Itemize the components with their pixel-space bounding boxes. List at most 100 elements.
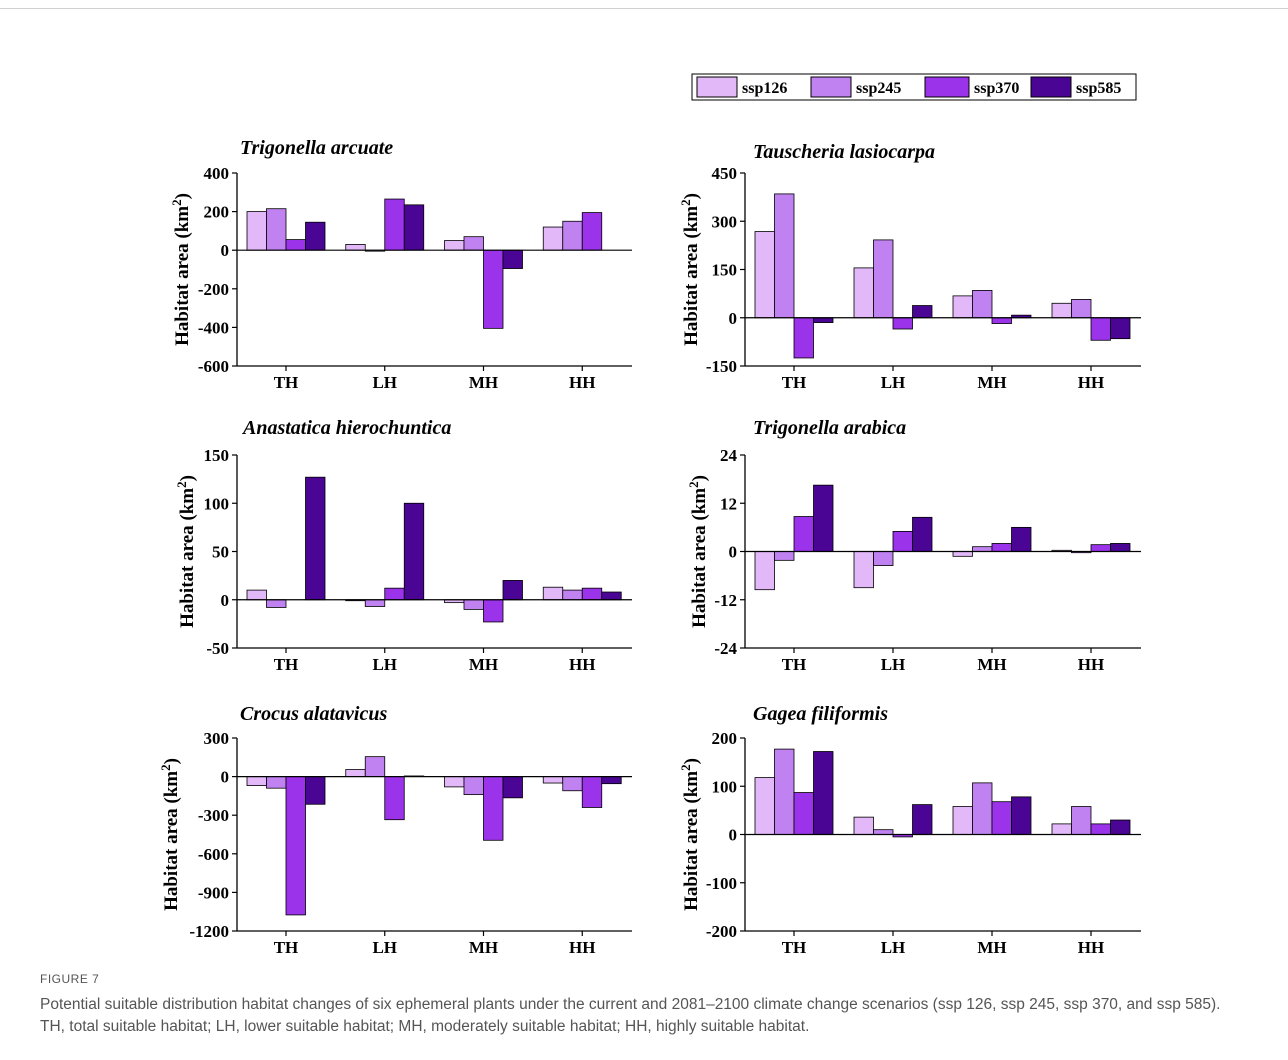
bar-HH-ssp245	[1071, 299, 1092, 319]
bar-TH-ssp245	[266, 776, 287, 789]
y-tick-label: 100	[712, 777, 738, 796]
bar-LH-ssp585	[403, 502, 425, 601]
bar-HH-ssp370	[1090, 544, 1111, 552]
x-tick-label-TH: TH	[274, 373, 299, 392]
x-tick-label-LH: LH	[881, 655, 906, 674]
panel-title: Gagea filiformis	[753, 703, 888, 725]
bar-LH-ssp126	[853, 551, 874, 589]
bar-TH-ssp245	[774, 193, 795, 319]
y-tick-label: -200	[706, 922, 737, 941]
bar-TH-ssp126	[754, 551, 775, 591]
bar-HH-ssp126	[1051, 823, 1072, 835]
bar-LH-ssp370	[892, 530, 913, 552]
y-tick-label: 24	[720, 446, 738, 465]
x-tick-label-HH: HH	[569, 373, 595, 392]
bar-MH-ssp370	[991, 317, 1012, 324]
bar-LH-ssp245	[873, 551, 894, 566]
bar-HH-ssp585	[601, 591, 622, 601]
y-axis-label-close: )	[689, 475, 710, 481]
legend-swatch-ssp126	[696, 76, 738, 98]
x-tick-label-MH: MH	[469, 373, 498, 392]
y-tick-label: -900	[198, 883, 229, 902]
bar-LH-ssp126	[345, 769, 366, 777]
bar-LH-ssp245	[364, 756, 386, 778]
x-tick-label-HH: HH	[1078, 938, 1104, 957]
bar-TH-ssp126	[754, 231, 775, 319]
y-axis-label-text: Habitat area (km	[161, 771, 182, 911]
bar-LH-ssp370	[892, 317, 913, 330]
bar-HH-ssp245	[1071, 806, 1092, 835]
bar-TH-ssp245	[774, 551, 795, 561]
y-tick-label: -12	[714, 591, 737, 610]
bar-MH-ssp245	[463, 599, 484, 610]
figure-panels: ssp126 ssp245 ssp370 ssp585 Trigonella arcu…	[158, 73, 1141, 957]
bar-HH-ssp370	[581, 212, 603, 251]
y-axis-label: Habitat area (km2)	[686, 475, 710, 628]
top-border	[0, 8, 1288, 9]
y-axis-label-superscript: 2	[678, 764, 693, 771]
y-tick-label: 0	[221, 768, 230, 787]
y-tick-label: 50	[212, 543, 229, 562]
y-axis-label-superscript: 2	[686, 481, 701, 488]
bar-MH-ssp126	[952, 295, 973, 319]
bar-MH-ssp126	[952, 806, 973, 835]
bar-LH-ssp370	[384, 776, 405, 821]
y-axis-label-text: Habitat area (km	[681, 771, 702, 911]
x-tick-label-TH: TH	[782, 938, 807, 957]
legend-label-ssp126: ssp126	[742, 80, 787, 97]
bar-MH-ssp245	[463, 236, 484, 251]
legend-label-ssp245: ssp245	[856, 80, 901, 97]
bar-MH-ssp245	[972, 546, 993, 552]
bar-TH-ssp585	[305, 476, 326, 601]
bar-HH-ssp585	[1110, 543, 1131, 552]
bar-MH-ssp126	[952, 551, 973, 557]
bar-MH-ssp245	[972, 290, 993, 319]
bar-LH-ssp370	[384, 198, 405, 251]
y-tick-label: -400	[198, 318, 229, 337]
bar-MH-ssp370	[483, 776, 504, 841]
bar-LH-ssp370	[384, 587, 405, 601]
x-tick-label-TH: TH	[782, 373, 807, 392]
y-tick-label: 0	[221, 591, 230, 610]
bar-HH-ssp245	[562, 589, 583, 601]
y-axis-label: Habitat area (km2)	[158, 758, 182, 911]
bar-MH-ssp370	[991, 801, 1012, 835]
bar-LH-ssp585	[912, 804, 933, 835]
y-tick-label: 200	[204, 203, 230, 222]
y-tick-label: -600	[198, 357, 229, 376]
x-tick-label-LH: LH	[372, 655, 397, 674]
bar-LH-ssp126	[853, 816, 874, 835]
bar-MH-ssp585	[502, 580, 523, 601]
x-tick-label-HH: HH	[569, 938, 595, 957]
bar-LH-ssp245	[873, 829, 894, 835]
y-tick-label: 0	[221, 241, 230, 260]
y-tick-label: 450	[712, 164, 738, 183]
y-axis-label-text: Habitat area (km	[177, 488, 198, 628]
bar-MH-ssp585	[502, 776, 523, 799]
figure-caption: Potential suitable distribution habitat …	[40, 996, 1221, 1035]
bar-HH-ssp370	[581, 587, 603, 601]
panel-title: Anastatica hierochuntica	[241, 417, 451, 439]
legend: ssp126 ssp245 ssp370 ssp585	[691, 73, 1137, 101]
x-tick-label-LH: LH	[881, 373, 906, 392]
bar-HH-ssp126	[1051, 302, 1072, 319]
bar-TH-ssp585	[305, 776, 326, 805]
y-axis-label: Habitat area (km2)	[678, 193, 702, 346]
legend-swatch-ssp245	[810, 76, 852, 98]
y-tick-label: 0	[729, 309, 738, 328]
bar-TH-ssp370	[793, 792, 814, 835]
y-tick-label: -100	[706, 874, 737, 893]
panel-5: Crocus alatavicus Habitat area (km2) -1200…	[158, 703, 632, 957]
bar-TH-ssp370	[285, 776, 306, 916]
bar-LH-ssp245	[873, 239, 894, 319]
bar-MH-ssp585	[502, 249, 523, 269]
bar-HH-ssp370	[581, 776, 603, 808]
y-tick-label: -600	[198, 845, 229, 864]
y-tick-label: -150	[706, 357, 737, 376]
panel-title: Trigonella arcuate	[240, 137, 393, 159]
bar-HH-ssp585	[1110, 317, 1131, 340]
legend-swatch-ssp585	[1030, 76, 1072, 98]
y-axis-label-close: )	[681, 758, 702, 764]
